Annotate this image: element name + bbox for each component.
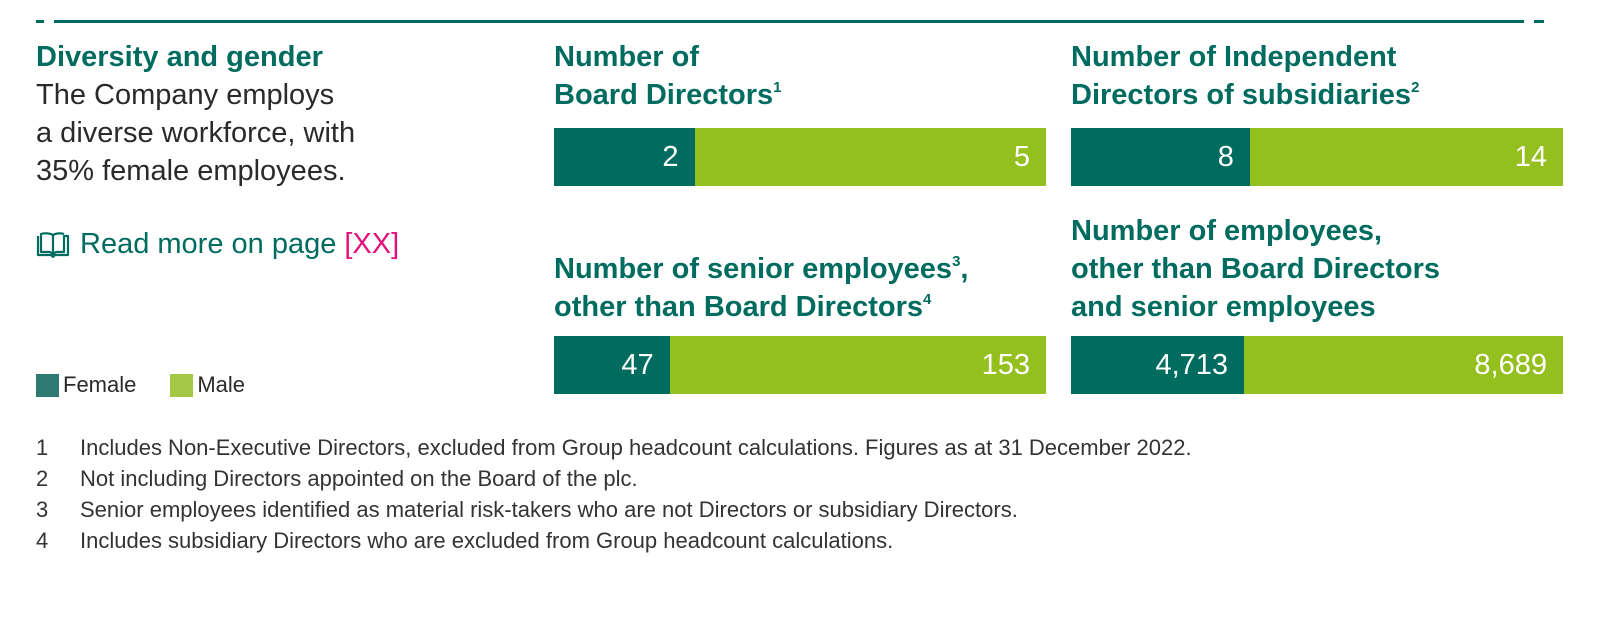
data-label-male: 8,689 — [1474, 348, 1547, 381]
footnote-ref-4: 4 — [923, 291, 932, 308]
footnote-text: Not including Directors appointed on the… — [80, 466, 638, 491]
chart-title: Number of employees, other than Board Di… — [1071, 212, 1563, 326]
chart-title-line-2: Directors of subsidiaries — [1071, 79, 1412, 111]
chart-title: Number of Board Directors1 — [554, 38, 1046, 114]
section-body-line-2: a diverse workforce, with — [36, 117, 356, 149]
footnotes: 1 Includes Non-Executive Directors, excl… — [36, 432, 1192, 556]
bar-segment-female: 2 — [554, 128, 695, 186]
chart-title: Number of senior employees3, other than … — [554, 253, 969, 323]
footnote-text: Includes subsidiary Directors who are ex… — [80, 528, 894, 553]
chart-title-line-2: other than Board Directors — [554, 291, 923, 323]
data-label-female: 2 — [662, 140, 679, 173]
data-label-female: 47 — [621, 348, 654, 381]
data-label-female: 4,713 — [1155, 348, 1229, 381]
bar-segment-female: 4,713 — [1071, 336, 1245, 394]
legend-swatch-female — [36, 373, 59, 397]
footnote-ref-1: 1 — [773, 79, 782, 96]
footnote-2: 2 Not including Directors appointed on t… — [36, 463, 1192, 494]
footnote-number: 3 — [36, 497, 49, 522]
legend-label-female: Female — [63, 372, 137, 397]
read-more-link[interactable]: Read more on page [XX] — [36, 228, 399, 261]
footnote-text: Includes Non-Executive Directors, exclud… — [80, 435, 1192, 460]
read-more-text: Read more on page — [80, 228, 337, 260]
footnote-3: 3 Senior employees identified as materia… — [36, 494, 1192, 525]
book-icon — [36, 231, 70, 258]
bar-segment-female: 47 — [554, 336, 670, 394]
data-label-female: 8 — [1217, 140, 1234, 173]
legend-swatch-male — [170, 373, 194, 397]
footnote-number: 1 — [36, 435, 49, 460]
chart-title-line-2: Board Directors — [554, 79, 774, 111]
footnote-ref-2: 2 — [1411, 79, 1420, 96]
stacked-bar: 8 14 — [1071, 128, 1563, 186]
stacked-bar: 4,713 8,689 — [1071, 336, 1563, 394]
footnote-text: Senior employees identified as material … — [80, 497, 1018, 522]
chart-title: Number of Independent Directors of subsi… — [1071, 38, 1563, 114]
chart-title-line-3: and senior employees — [1071, 291, 1376, 323]
section-body-line-1: The Company employs — [36, 79, 335, 111]
footnote-number: 2 — [36, 466, 49, 491]
bar-segment-female: 8 — [1071, 128, 1250, 186]
top-rule — [54, 20, 1524, 23]
chart-title-line-1: Number of — [554, 41, 699, 73]
footnote-ref-3: 3 — [952, 253, 961, 270]
legend-label-male: Male — [197, 372, 246, 397]
stacked-bar: 47 153 — [554, 336, 1046, 394]
legend-item-male: Male — [170, 372, 245, 398]
bar-segment-male: 14 — [1249, 128, 1563, 186]
chart-title-line-1: Number of senior employees — [554, 253, 953, 285]
legend-item-female: Female — [36, 372, 136, 398]
chart-senior-employees: Number of senior employees3, other than … — [554, 250, 1046, 395]
chart-title-line-1: Number of employees, — [1071, 215, 1383, 247]
chart-title-line-1: Number of Independent — [1071, 41, 1397, 73]
top-rule-left-tick — [36, 20, 44, 23]
footnote-4: 4 Includes subsidiary Directors who are … — [36, 525, 1192, 556]
section-body-line-3: 35% female employees. — [36, 155, 346, 187]
chart-other-employees: Number of employees, other than Board Di… — [1071, 212, 1563, 395]
legend: Female Male — [36, 372, 279, 398]
bar-segment-male: 5 — [694, 128, 1046, 186]
bar-segment-male: 8,689 — [1244, 336, 1563, 394]
chart-independent-directors: Number of Independent Directors of subsi… — [1071, 38, 1563, 188]
data-label-male: 5 — [1013, 140, 1030, 173]
top-rule-right-tick — [1534, 20, 1544, 23]
data-label-male: 153 — [981, 348, 1030, 381]
footnote-number: 4 — [36, 528, 49, 553]
data-label-male: 14 — [1514, 140, 1547, 173]
chart-title-line-2: other than Board Directors — [1071, 253, 1440, 285]
read-more-page-ref[interactable]: [XX] — [344, 228, 400, 260]
diversity-intro: Diversity and gender The Company employs… — [36, 38, 456, 190]
footnote-1: 1 Includes Non-Executive Directors, excl… — [36, 432, 1192, 463]
bar-segment-male: 153 — [669, 336, 1046, 394]
section-title: Diversity and gender — [36, 41, 323, 73]
